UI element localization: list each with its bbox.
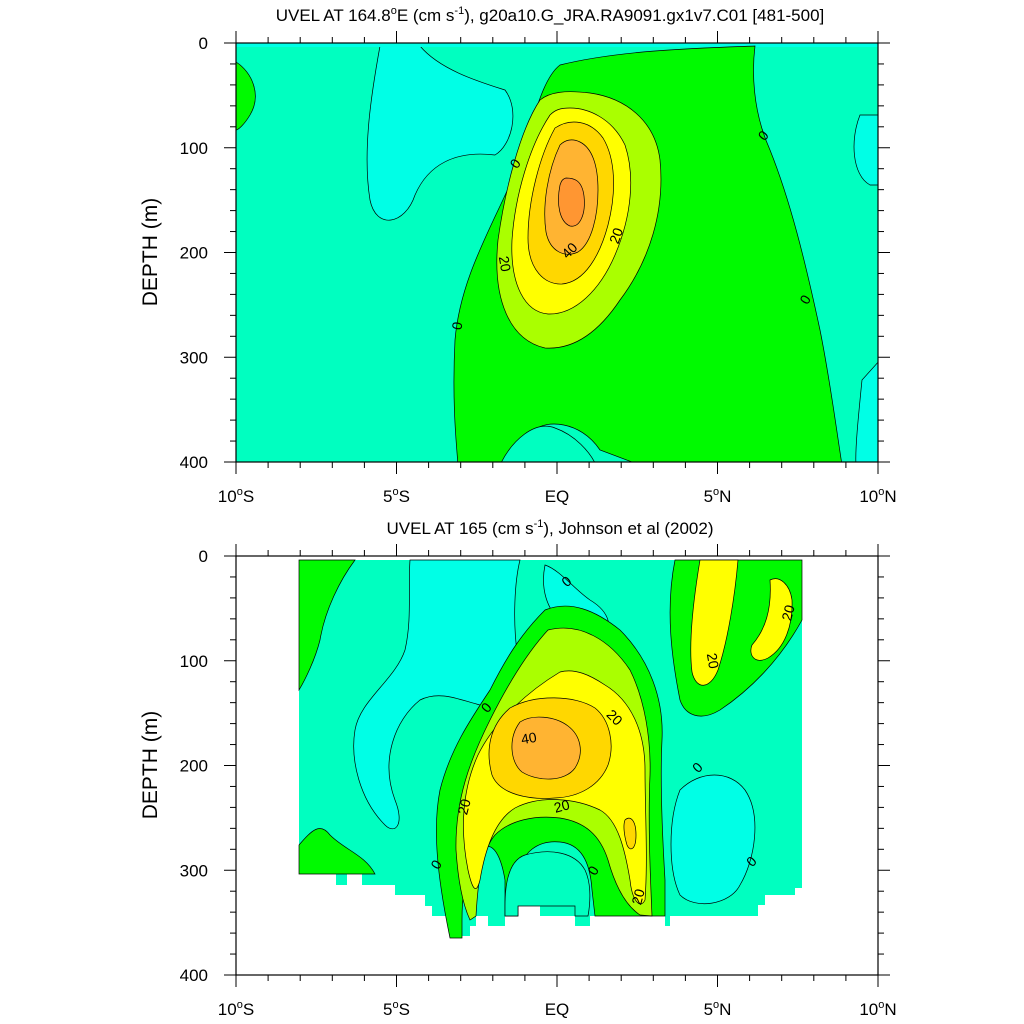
top-contour-fill — [236, 43, 878, 462]
bottom-contour-fill — [298, 559, 803, 939]
bottom-title-end: ), Johnson et al (2002) — [543, 519, 713, 538]
top-band-neg-bottom — [501, 425, 595, 462]
top-ylabel: DEPTH (m) — [139, 198, 162, 307]
bottom-xtick-label: 10oN — [859, 999, 896, 1019]
bottom-xtick-label: EQ — [545, 1000, 570, 1019]
top-contour-label-20b: 20 — [606, 225, 626, 245]
bottom-contour-label-20c: 20 — [454, 797, 474, 816]
top-band-neg-right — [853, 114, 878, 186]
bottom-band-0-10-inner — [504, 851, 591, 917]
bottom-ytick-label: 200 — [180, 757, 208, 776]
top-contour-label-0b: 0 — [448, 320, 465, 331]
bottom-band-neg-right — [670, 774, 756, 904]
bottom-band-20-30-right — [690, 559, 739, 686]
top-band-neg-edge — [855, 361, 878, 462]
top-title-degree: o — [391, 5, 397, 17]
bottom-ytick-label: 300 — [180, 861, 208, 880]
top-ytick-label: 400 — [180, 453, 208, 472]
bottom-panel: UVEL AT 165 (cm s-1), Johnson et al (200… — [139, 518, 897, 1019]
bottom-xtick-label: 5oS — [383, 999, 410, 1019]
top-ytick-label: 0 — [199, 34, 208, 53]
top-contour-label-20a: 20 — [496, 255, 514, 273]
bottom-axes: 10oS 5oS EQ 5oN 10oN 0 100 200 300 400 — [180, 544, 897, 1019]
bottom-xtick-label: 5oN — [704, 999, 732, 1019]
top-band-core — [558, 177, 585, 227]
top-title-end: ), g20a10.G_JRA.RA9091.gx1v7.C01 [481-50… — [464, 6, 824, 25]
top-ytick-label: 100 — [180, 139, 208, 158]
top-xtick-label: 10oS — [218, 486, 254, 506]
top-band-neg-left — [366, 45, 514, 221]
bottom-contour-label-40: 40 — [520, 729, 538, 747]
bottom-contour-label-20b: 20 — [552, 796, 571, 816]
bottom-ytick-label: 100 — [180, 652, 208, 671]
top-band-pos-left — [236, 61, 256, 131]
bottom-band-pos-left — [298, 559, 356, 692]
bottom-xtick-label: 10oS — [218, 999, 254, 1019]
bottom-title-main: UVEL AT 165 (cm s — [387, 519, 534, 538]
bottom-title: UVEL AT 165 (cm s-1), Johnson et al (200… — [387, 518, 714, 538]
bottom-band-50-60 — [511, 716, 581, 780]
bottom-contour-label-20d: 20 — [628, 887, 648, 906]
bottom-band-pos-bottom-left — [298, 828, 376, 875]
top-panel: UVEL AT 164.8oE (cm s-1), g20a10.G_JRA.R… — [139, 5, 897, 506]
top-ytick-label: 200 — [180, 244, 208, 263]
top-band-neg-strip — [236, 43, 878, 47]
top-title-sup: -1 — [454, 5, 464, 17]
top-xtick-label: EQ — [545, 487, 570, 506]
top-xtick-label: 5oS — [383, 486, 410, 506]
top-title-mid: E (cm s — [397, 6, 455, 25]
top-ytick-label: 300 — [180, 348, 208, 367]
bottom-ylabel: DEPTH (m) — [139, 711, 162, 820]
top-xtick-label: 5oN — [704, 486, 732, 506]
bottom-title-sup: -1 — [534, 518, 544, 530]
bottom-ytick-label: 400 — [180, 966, 208, 985]
top-title-main: UVEL AT 164.8 — [276, 6, 391, 25]
bottom-band-40-50-small — [623, 817, 637, 850]
bottom-ytick-label: 0 — [199, 547, 208, 566]
bottom-contour-label-20e: 20 — [704, 652, 722, 670]
top-title: UVEL AT 164.8oE (cm s-1), g20a10.G_JRA.R… — [276, 5, 825, 25]
bottom-contour-label-20f: 20 — [778, 603, 798, 622]
bottom-band-20-30-right2 — [750, 578, 793, 661]
top-xtick-label: 10oN — [859, 486, 896, 506]
